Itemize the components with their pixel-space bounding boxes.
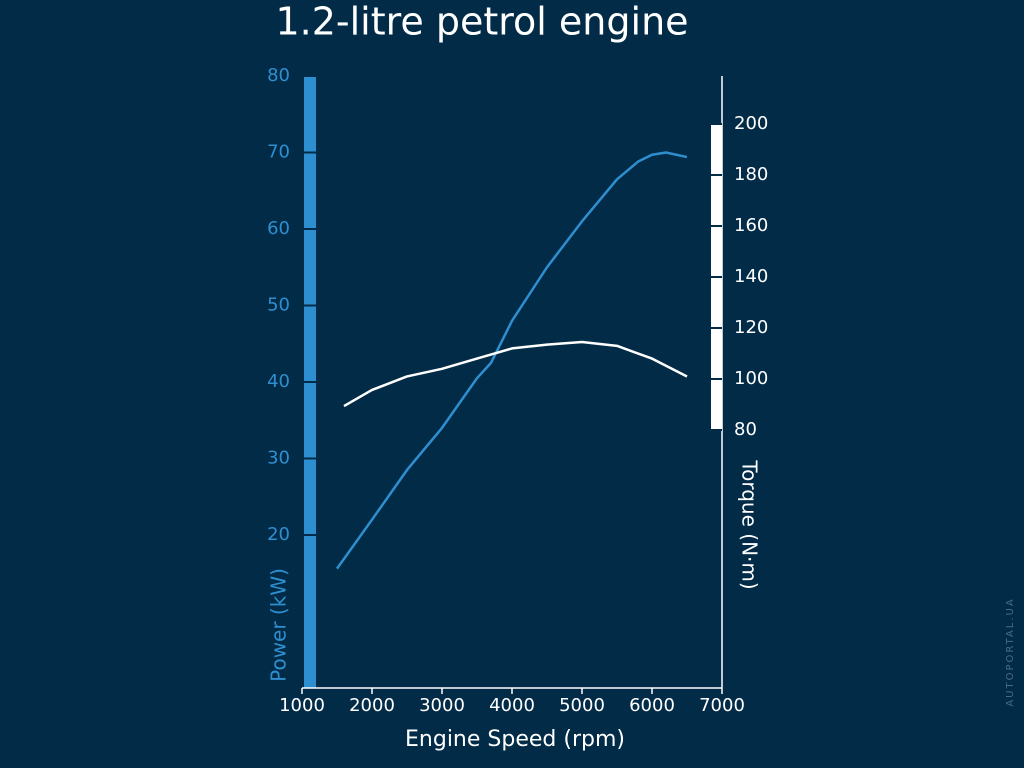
- y2-axis-label: Torque (N·m): [738, 459, 762, 589]
- watermark: AUTOPORTAL.UA: [1005, 597, 1016, 706]
- y-tick-label: 60: [267, 218, 290, 239]
- y-tick-label: 40: [267, 371, 290, 392]
- x-tick-label: 3000: [419, 695, 465, 716]
- x-tick-label: 1000: [279, 695, 325, 716]
- y2-tick-label: 200: [734, 113, 768, 134]
- y2-tick-label: 120: [734, 317, 768, 338]
- y-tick-label: 50: [267, 295, 290, 316]
- chart-title: 1.2-litre petrol engine: [275, 0, 688, 44]
- y-tick-label: 80: [267, 65, 290, 86]
- x-tick-label: 6000: [629, 695, 675, 716]
- x-tick-label: 7000: [699, 695, 745, 716]
- x-tick-label: 4000: [489, 695, 535, 716]
- y-tick-label: 30: [267, 448, 290, 469]
- y-tick-label: 70: [267, 142, 290, 163]
- y2-tick-label: 180: [734, 164, 768, 185]
- y2-tick-label: 160: [734, 215, 768, 236]
- x-tick-label: 2000: [349, 695, 395, 716]
- x-tick-label: 5000: [559, 695, 605, 716]
- line-series: [335, 151, 688, 570]
- line-series: [343, 340, 688, 408]
- y2-tick-label: 140: [734, 266, 768, 287]
- y2-tick-label: 80: [734, 419, 757, 440]
- y-tick-label: 20: [267, 524, 290, 545]
- x-axis-label: Engine Speed (rpm): [405, 727, 625, 752]
- y2-tick-label: 100: [734, 368, 768, 389]
- y-axis-label: Power (kW): [267, 568, 291, 682]
